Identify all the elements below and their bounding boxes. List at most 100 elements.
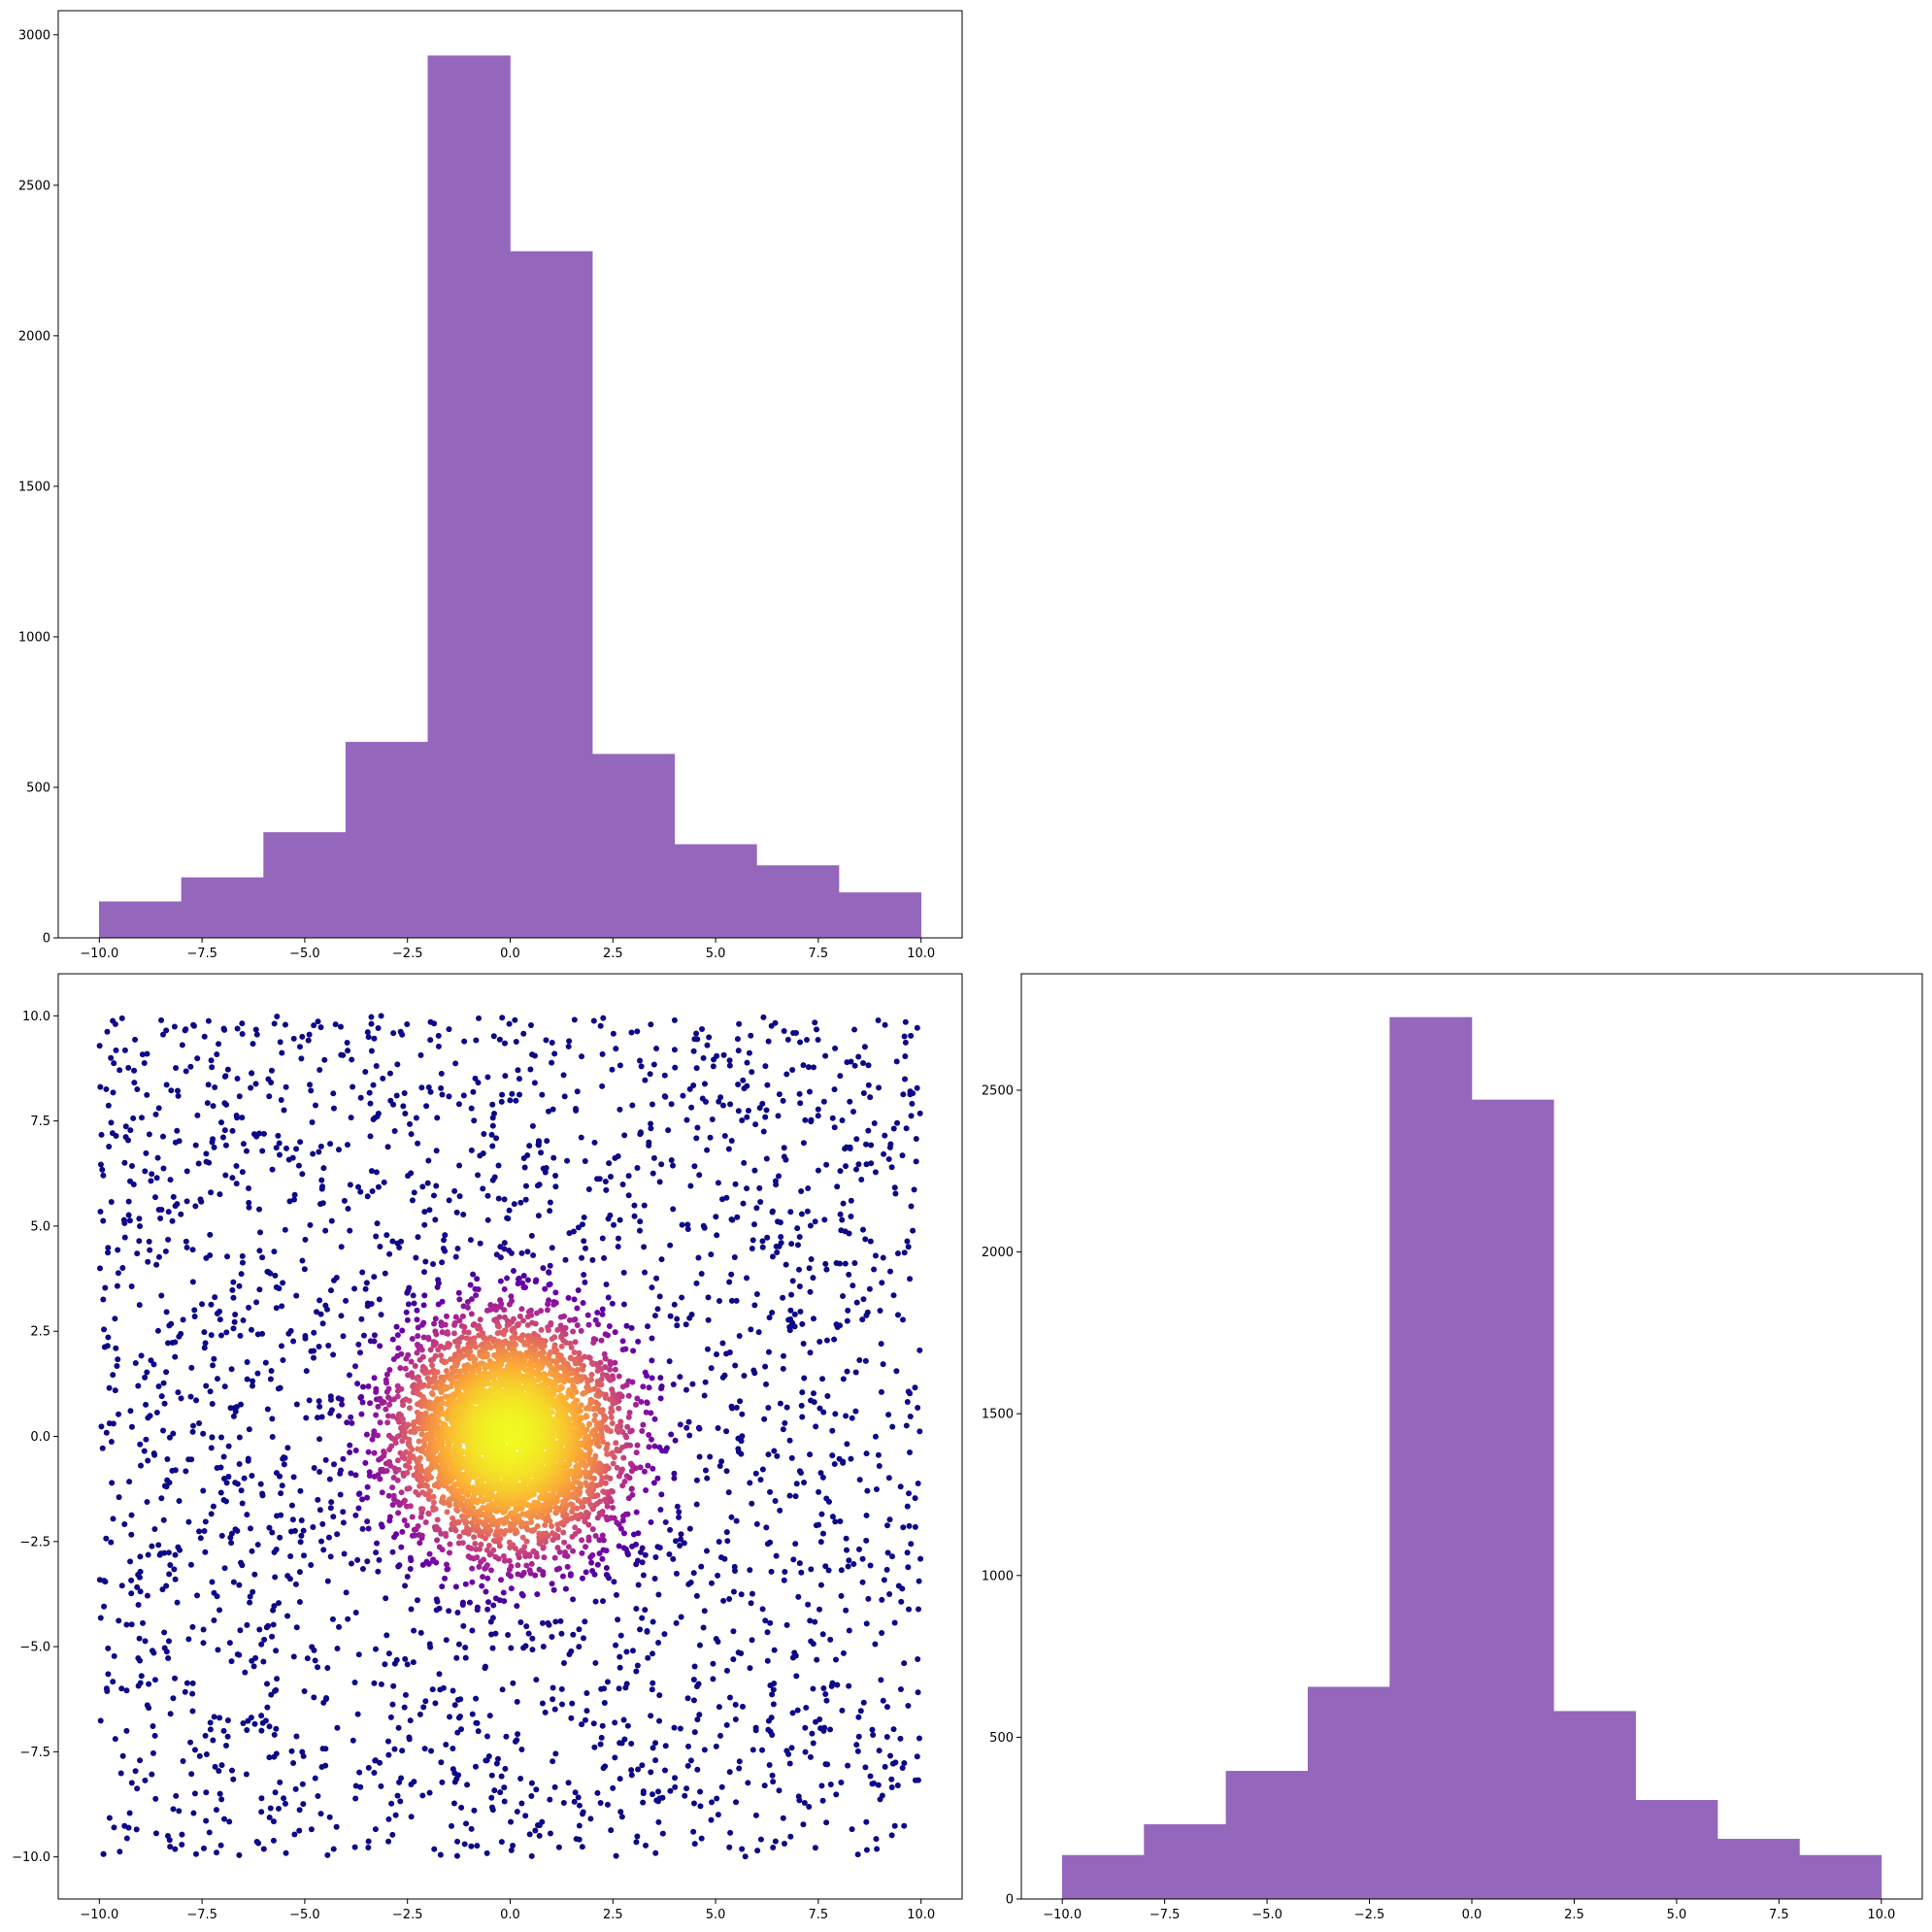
scatter-point <box>632 1401 639 1408</box>
scatter-point <box>656 1444 663 1450</box>
scatter-point <box>355 1505 362 1512</box>
scatter-point <box>518 1747 525 1752</box>
scatter-point <box>451 1702 458 1709</box>
scatter-point <box>837 1073 844 1080</box>
scatter-point <box>805 1064 812 1071</box>
scatter-point <box>202 1732 209 1739</box>
scatter-point <box>108 1539 115 1546</box>
scatter-point <box>471 1807 478 1814</box>
scatter-point <box>616 1685 622 1692</box>
scatter-point <box>536 1832 543 1839</box>
scatter-point <box>783 1748 790 1754</box>
scatter-point <box>322 1746 329 1752</box>
scatter-point <box>747 1480 753 1486</box>
scatter-point <box>594 1368 601 1375</box>
scatter-point <box>438 1084 445 1091</box>
scatter-point <box>858 1177 865 1183</box>
scatter-point <box>370 1116 377 1123</box>
scatter-point <box>203 1789 210 1796</box>
scatter-point <box>526 1831 533 1838</box>
scatter-point <box>190 1022 197 1029</box>
scatter-point <box>608 1414 615 1420</box>
scatter-point <box>780 1426 786 1433</box>
scatter-point <box>842 1260 849 1267</box>
scatter-point <box>308 1562 315 1569</box>
scatter-point <box>520 1273 527 1280</box>
scatter-point <box>599 1475 606 1482</box>
scatter-point <box>433 1331 440 1338</box>
scatter-point <box>335 1413 342 1419</box>
scatter-point <box>455 1518 462 1525</box>
scatter-point <box>258 1809 265 1815</box>
scatter-point <box>658 1161 665 1168</box>
scatter-point <box>470 1088 477 1095</box>
scatter-point <box>416 1438 422 1445</box>
scatter-point <box>315 1018 321 1025</box>
scatter-point <box>463 1820 470 1827</box>
scatter-point <box>800 1062 807 1069</box>
scatter-point <box>433 1596 440 1603</box>
scatter-point <box>310 1150 316 1157</box>
scatter-point <box>736 1020 743 1027</box>
scatter-point <box>249 1548 255 1554</box>
scatter-point <box>495 1323 502 1330</box>
scatter-point <box>783 1621 790 1628</box>
scatter-point <box>908 1113 915 1119</box>
scatter-point <box>619 1517 626 1524</box>
scatter-point <box>171 1566 178 1573</box>
scatter-point <box>515 1562 521 1569</box>
scatter-point <box>713 1636 719 1643</box>
scatter-point <box>585 1185 592 1192</box>
scatter-point <box>744 1059 750 1066</box>
scatter-point <box>198 1198 205 1205</box>
scatter-point <box>874 1846 881 1852</box>
scatter-point <box>148 1357 154 1364</box>
top-histogram-x-tick-label: −5.0 <box>289 947 320 961</box>
scatter-point <box>617 1632 624 1639</box>
scatter-point <box>108 1198 115 1205</box>
scatter-point <box>628 1772 635 1779</box>
scatter-point <box>534 1183 541 1189</box>
scatter-point <box>443 1367 450 1374</box>
scatter-point <box>154 1327 161 1334</box>
scatter-point <box>601 1254 608 1261</box>
scatter-point <box>152 1111 159 1117</box>
scatter-point <box>476 1546 483 1552</box>
scatter-point <box>472 1541 479 1548</box>
scatter-point <box>105 1245 112 1251</box>
scatter-point <box>510 1842 516 1849</box>
scatter-point <box>531 1080 538 1086</box>
scatter-point <box>137 1568 144 1575</box>
scatter-point <box>236 1434 243 1441</box>
scatter-point <box>592 1452 599 1459</box>
scatter-point <box>378 1013 384 1019</box>
scatter-point <box>677 1374 683 1381</box>
scatter-point <box>373 1549 380 1556</box>
scatter-point <box>421 1269 427 1276</box>
scatter-point <box>183 1680 190 1686</box>
scatter-point <box>583 1245 589 1251</box>
scatter-point <box>906 1490 913 1497</box>
scatter-point <box>728 1514 735 1520</box>
scatter-point <box>429 1391 436 1398</box>
scatter-point <box>436 1671 443 1678</box>
scatter-point <box>351 1680 358 1686</box>
scatter-point <box>230 1294 237 1301</box>
scatter-point <box>916 1735 922 1742</box>
scatter-point <box>377 1476 383 1482</box>
scatter-point <box>508 1249 515 1256</box>
scatter-point <box>394 1332 401 1339</box>
scatter-point <box>474 1604 481 1611</box>
scatter-point <box>579 1254 585 1261</box>
scatter-point <box>905 1564 912 1571</box>
scatter-point <box>890 1292 897 1299</box>
scatter-point <box>343 1297 350 1304</box>
scatter-point <box>224 1066 231 1073</box>
scatter-point <box>417 1629 424 1636</box>
scatter-point <box>201 1345 208 1351</box>
scatter-point <box>166 1434 173 1441</box>
scatter-point <box>652 1849 659 1856</box>
scatter-point <box>887 1752 894 1759</box>
scatter-point <box>411 1300 417 1307</box>
scatter-point <box>506 1557 513 1564</box>
